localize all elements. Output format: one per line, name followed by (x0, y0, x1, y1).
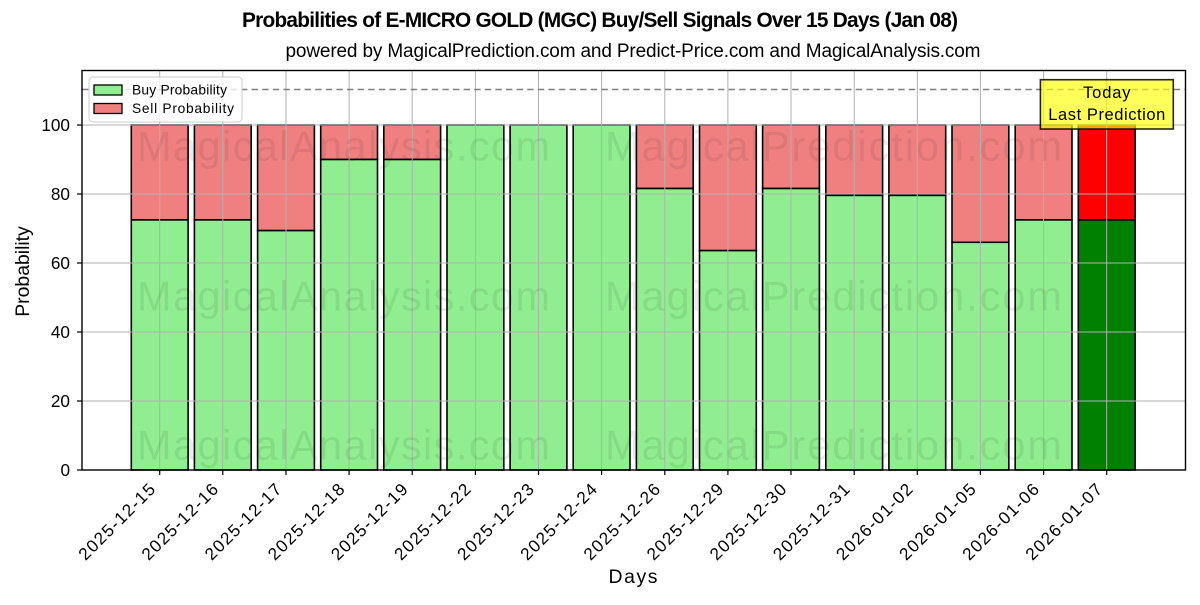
svg-text:Probabilities of E-MICRO GOLD: Probabilities of E-MICRO GOLD (MGC) Buy/… (242, 9, 958, 32)
svg-text:20: 20 (51, 391, 70, 411)
svg-text:powered by MagicalPrediction.c: powered by MagicalPrediction.com and Pre… (286, 41, 981, 62)
svg-text:Probability: Probability (12, 226, 34, 317)
svg-text:80: 80 (51, 184, 70, 204)
svg-text:100: 100 (41, 115, 70, 135)
svg-text:40: 40 (51, 322, 70, 342)
svg-text:MagicalAnalysis.com: MagicalAnalysis.com (137, 422, 550, 469)
svg-text:MagicalAnalysis.com: MagicalAnalysis.com (137, 123, 550, 170)
svg-text:60: 60 (51, 253, 70, 273)
svg-text:Days: Days (609, 566, 658, 588)
svg-text:MagicalPrediction.com: MagicalPrediction.com (605, 422, 1062, 469)
svg-text:0: 0 (60, 460, 70, 480)
svg-text:Sell Probability: Sell Probability (132, 101, 234, 116)
svg-text:MagicalAnalysis.com: MagicalAnalysis.com (137, 273, 550, 320)
svg-text:Buy Probability: Buy Probability (132, 83, 227, 98)
svg-text:Today: Today (1083, 84, 1131, 102)
svg-text:MagicalPrediction.com: MagicalPrediction.com (605, 123, 1062, 170)
svg-text:Last Prediction: Last Prediction (1048, 106, 1165, 124)
svg-text:MagicalPrediction.com: MagicalPrediction.com (605, 273, 1062, 320)
